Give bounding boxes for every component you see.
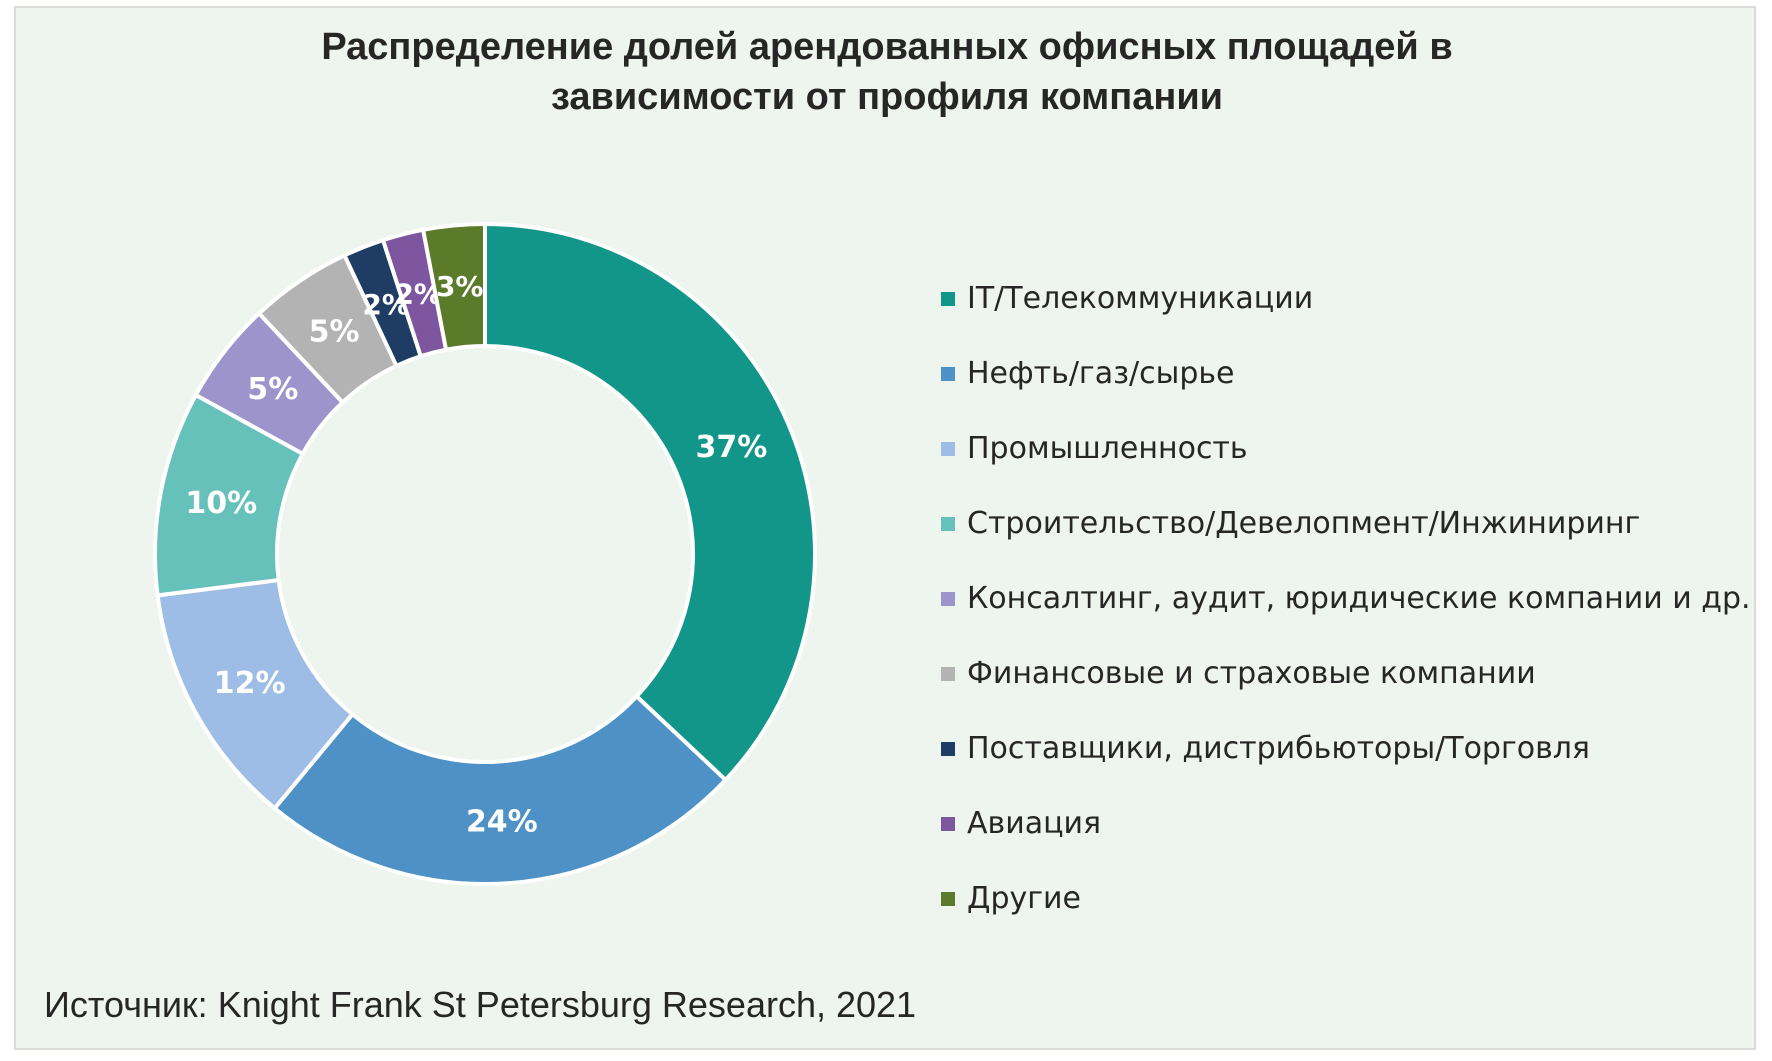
legend-swatch	[941, 591, 955, 606]
chart-legend: IT/Телекоммуникации Нефть/газ/сырье Промыш…	[941, 261, 1761, 936]
legend-item: IT/Телекоммуникации	[941, 261, 1761, 336]
slice-data-label: 37%	[696, 430, 768, 465]
chart-panel: Распределение долей арендованных офисных…	[14, 6, 1756, 1050]
legend-swatch	[941, 291, 955, 306]
legend-swatch	[941, 666, 955, 681]
legend-swatch	[941, 366, 955, 381]
legend-swatch	[941, 816, 955, 831]
legend-item: Промышленность	[941, 411, 1761, 486]
legend-label: Финансовые и страховые компании	[967, 656, 1536, 691]
legend-label: Строительство/Девелопмент/Инжиниринг	[967, 506, 1641, 541]
slice-data-label: 3%	[436, 270, 484, 303]
source-note: Источник: Knight Frank St Petersburg Res…	[44, 984, 917, 1025]
donut-chart: 37%24%12%10%5%5%2%2%3%	[153, 221, 817, 886]
legend-item: Поставщики, дистрибьюторы/Торговля	[941, 711, 1761, 786]
legend-item: Консалтинг, аудит, юридические компании …	[941, 561, 1761, 636]
chart-title: Распределение долей арендованных офисных…	[16, 22, 1758, 122]
legend-item: Строительство/Девелопмент/Инжиниринг	[941, 486, 1761, 561]
legend-swatch	[941, 891, 955, 906]
slice-data-label: 12%	[214, 666, 286, 701]
donut-slice	[420, 221, 487, 353]
chart-title-line-2: зависимости от профиля компании	[550, 76, 1224, 118]
legend-swatch	[941, 741, 955, 756]
legend-swatch	[941, 441, 955, 456]
legend-item: Нефть/газ/сырье	[941, 336, 1761, 411]
chart-title-line-1: Распределение долей арендованных офисных…	[321, 26, 1453, 68]
legend-label: Консалтинг, аудит, юридические компании …	[967, 581, 1751, 616]
legend-label: IT/Телекоммуникации	[967, 281, 1314, 316]
legend-item: Финансовые и страховые компании	[941, 636, 1761, 711]
slice-data-label: 5%	[247, 372, 298, 407]
slice-data-label: 24%	[466, 804, 538, 839]
legend-item: Другие	[941, 861, 1761, 936]
legend-swatch	[941, 516, 955, 531]
donut-slice	[483, 221, 817, 783]
legend-item: Авиация	[941, 786, 1761, 861]
legend-label: Другие	[967, 881, 1081, 916]
donut-slice	[271, 693, 729, 886]
legend-label: Нефть/газ/сырье	[967, 356, 1235, 391]
legend-label: Авиация	[967, 806, 1102, 841]
legend-label: Поставщики, дистрибьюторы/Торговля	[967, 731, 1590, 766]
slice-data-label: 10%	[185, 486, 257, 521]
legend-label: Промышленность	[967, 431, 1248, 466]
slice-data-label: 5%	[309, 314, 360, 349]
